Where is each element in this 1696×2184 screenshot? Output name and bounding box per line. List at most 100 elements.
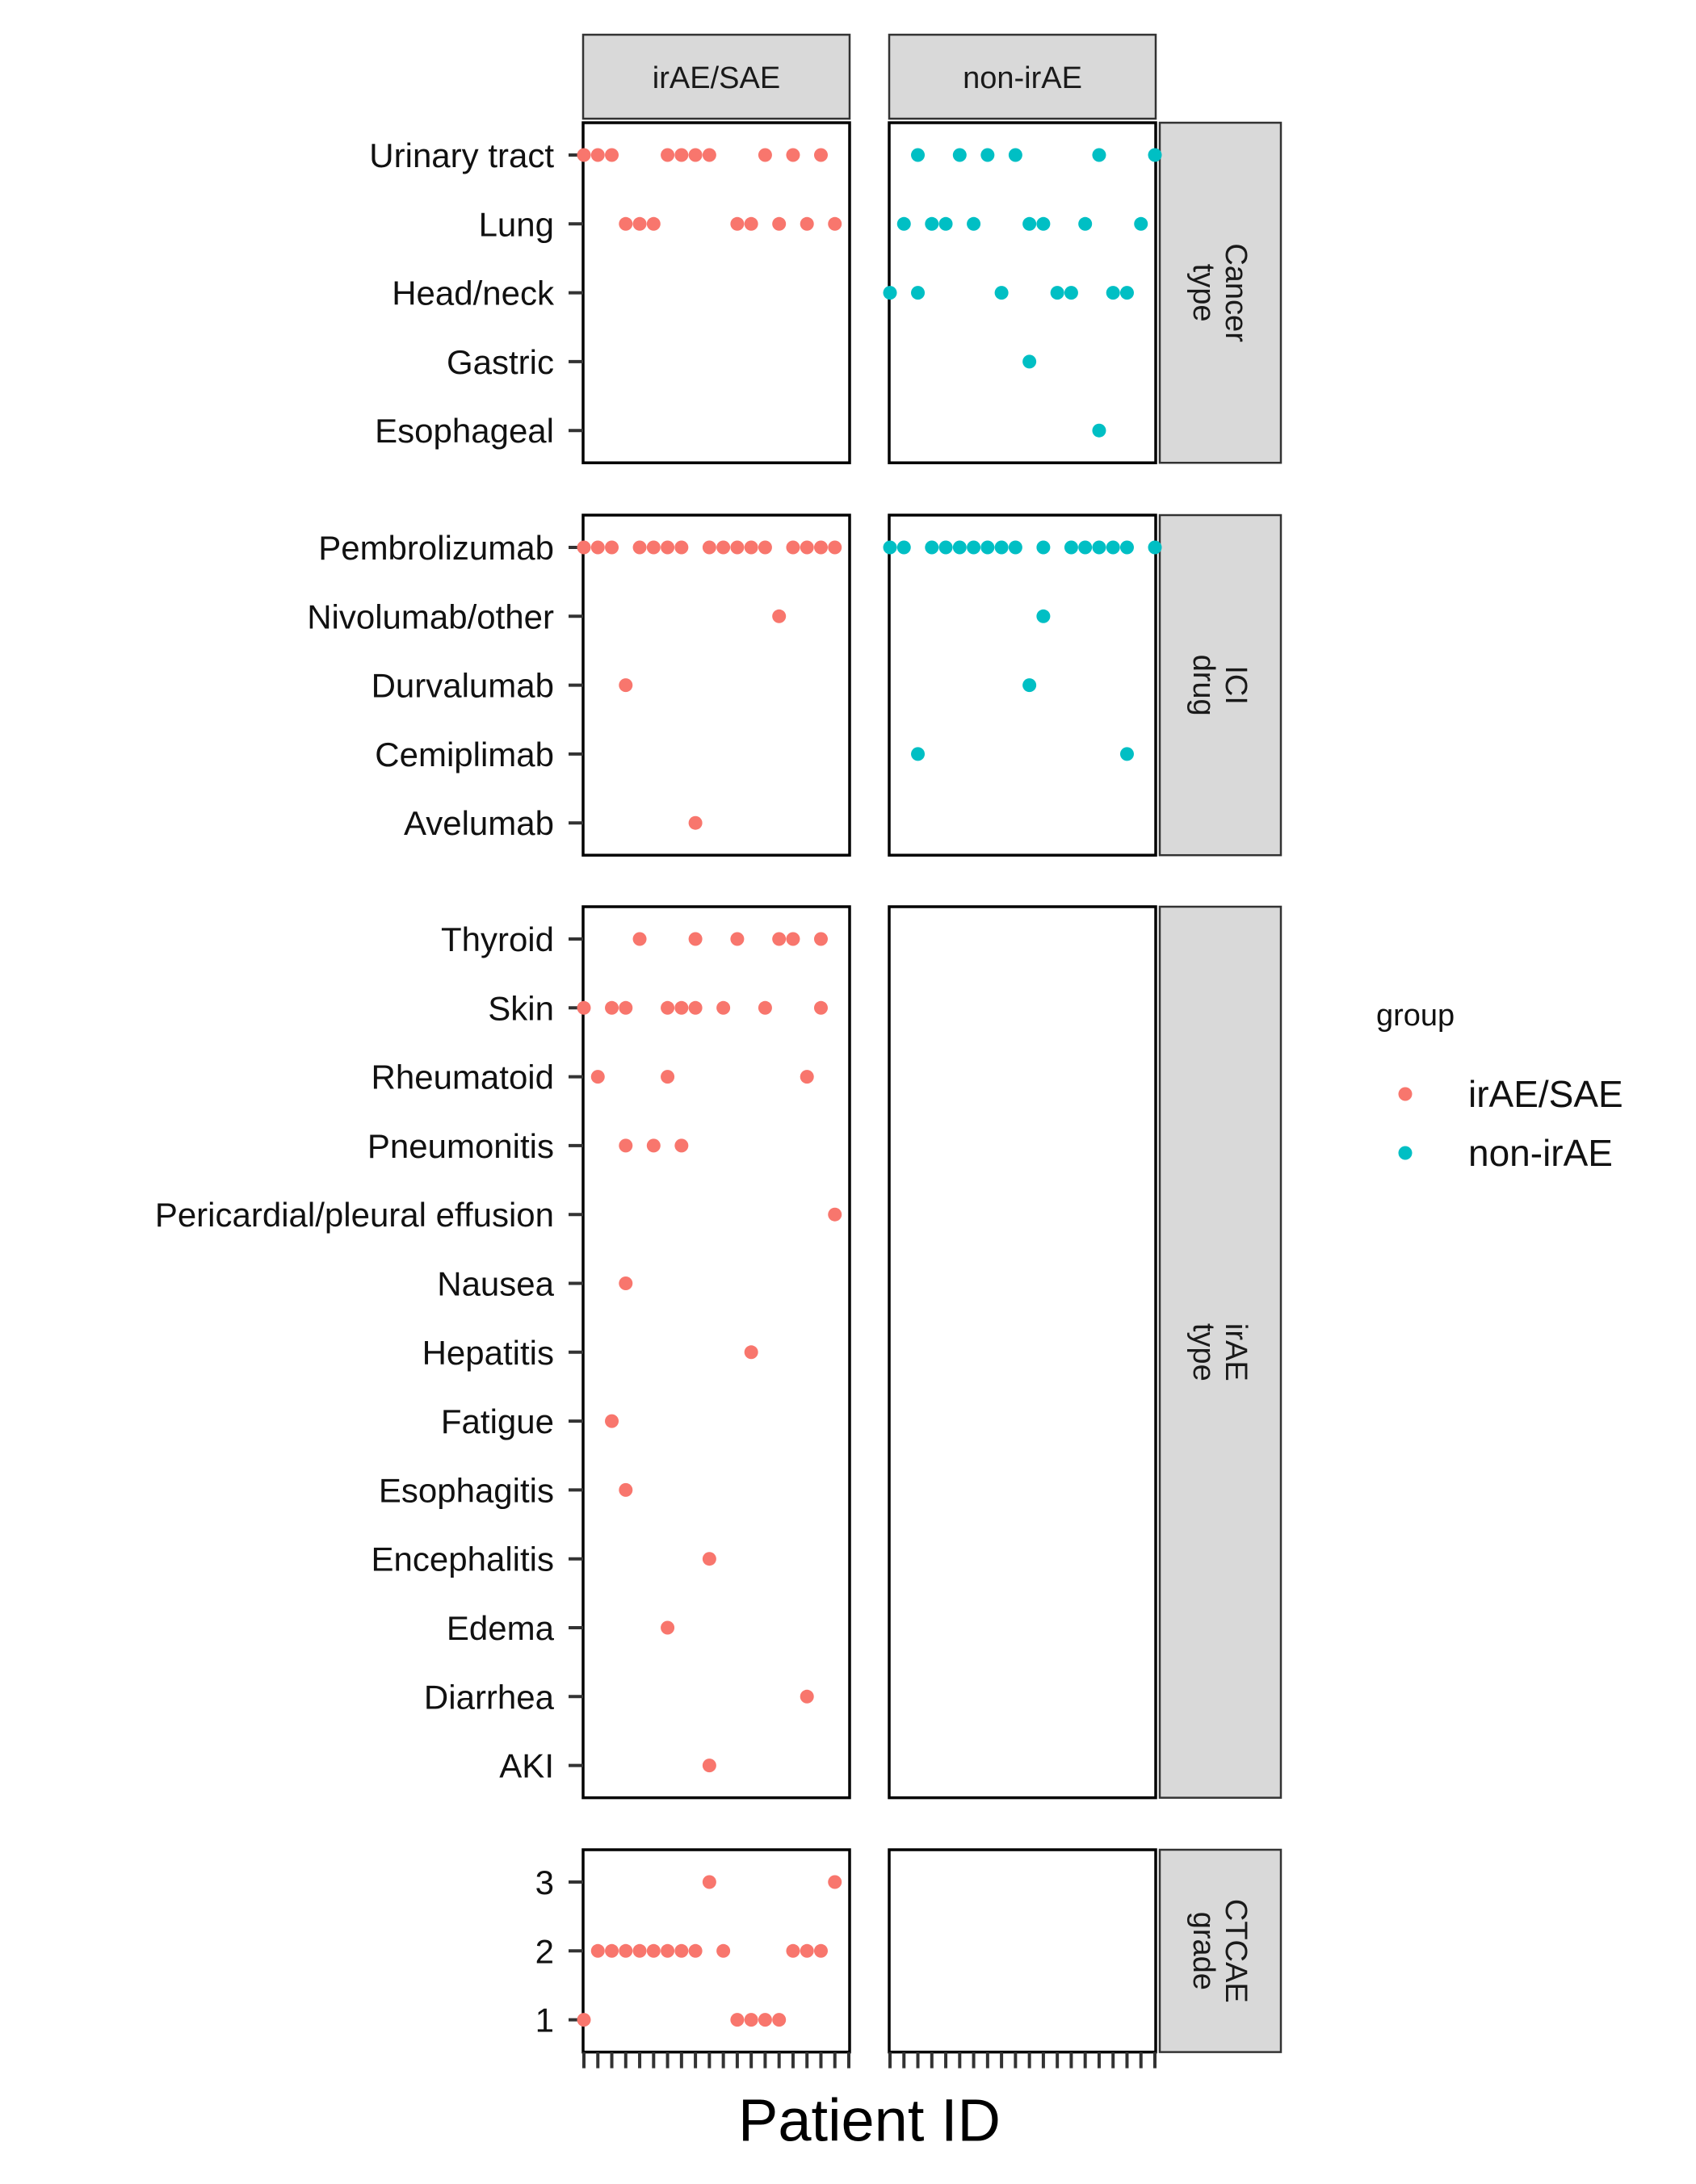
data-point bbox=[813, 148, 828, 162]
data-point bbox=[883, 540, 897, 555]
data-point bbox=[1008, 148, 1022, 162]
data-point bbox=[674, 148, 689, 162]
data-point bbox=[744, 540, 758, 555]
row-strip-label-line: grade bbox=[1186, 1912, 1220, 1990]
data-point bbox=[702, 540, 716, 555]
data-point bbox=[577, 540, 591, 555]
row-strip-label-line: ICI bbox=[1219, 665, 1253, 705]
data-point bbox=[758, 148, 772, 162]
data-point bbox=[813, 1943, 828, 1958]
data-point bbox=[1022, 354, 1037, 369]
data-point bbox=[1064, 286, 1078, 300]
panel-ici-drug-non-irae bbox=[888, 514, 1157, 857]
y-tick-label: Esophagitis bbox=[379, 1471, 554, 1509]
data-point bbox=[1119, 286, 1134, 300]
data-point bbox=[1036, 540, 1051, 555]
data-point bbox=[800, 216, 814, 231]
data-point bbox=[1050, 286, 1064, 300]
column-strip-non-irae bbox=[888, 33, 1157, 120]
y-tick-label: Durvalumab bbox=[372, 667, 554, 705]
row-strip-label: CTCAEgrade bbox=[1186, 1899, 1253, 2003]
data-point bbox=[925, 216, 939, 231]
y-tick-label: Nivolumab/other bbox=[307, 597, 554, 635]
y-tick-label: Rheumatoid bbox=[372, 1058, 554, 1096]
data-point bbox=[758, 2013, 772, 2027]
data-point bbox=[1148, 540, 1162, 555]
data-point bbox=[772, 609, 787, 623]
data-point bbox=[605, 148, 619, 162]
data-point bbox=[1036, 216, 1051, 231]
data-point bbox=[800, 540, 814, 555]
data-point bbox=[590, 1070, 605, 1084]
data-point bbox=[716, 1943, 731, 1958]
data-point bbox=[661, 1943, 675, 1958]
y-tick-label: Esophageal bbox=[375, 412, 554, 450]
data-point bbox=[1008, 540, 1022, 555]
data-point bbox=[1148, 148, 1162, 162]
data-point bbox=[590, 148, 605, 162]
data-point bbox=[1119, 747, 1134, 761]
row-strip-label-line: Cancer bbox=[1219, 243, 1253, 342]
data-point bbox=[938, 540, 953, 555]
data-point bbox=[577, 2013, 591, 2027]
data-point bbox=[632, 540, 647, 555]
data-point bbox=[702, 148, 716, 162]
y-tick-label: Urinary tract bbox=[369, 136, 554, 174]
row-strip-irae-type bbox=[1158, 905, 1282, 1799]
data-point bbox=[619, 1138, 633, 1153]
data-point bbox=[730, 540, 745, 555]
data-point bbox=[632, 932, 647, 946]
data-point bbox=[896, 540, 911, 555]
data-point bbox=[688, 1000, 703, 1015]
data-point bbox=[800, 1070, 814, 1084]
data-point bbox=[938, 216, 953, 231]
data-point bbox=[911, 286, 926, 300]
row-strip-label-line: CTCAE bbox=[1219, 1899, 1253, 2003]
data-point bbox=[828, 540, 842, 555]
data-point bbox=[661, 1070, 675, 1084]
data-point bbox=[619, 1482, 633, 1497]
legend-title: group bbox=[1376, 999, 1455, 1033]
panel-ctcae-grade-non-irae bbox=[888, 1848, 1157, 2054]
data-point bbox=[896, 216, 911, 231]
data-point bbox=[661, 148, 675, 162]
data-point bbox=[758, 540, 772, 555]
data-point bbox=[605, 1000, 619, 1015]
y-tick-label: Edema bbox=[447, 1609, 555, 1647]
data-point bbox=[646, 540, 661, 555]
data-point bbox=[632, 216, 647, 231]
data-point bbox=[1106, 540, 1120, 555]
data-point bbox=[702, 1759, 716, 1773]
data-point bbox=[1078, 216, 1093, 231]
data-point bbox=[632, 1943, 647, 1958]
data-point bbox=[674, 540, 689, 555]
data-point bbox=[577, 1000, 591, 1015]
panel-cancer-type-irae-sae bbox=[581, 121, 851, 464]
row-strip-ici-drug bbox=[1158, 514, 1282, 857]
row-strip-label: irAEtype bbox=[1186, 1323, 1253, 1381]
data-point bbox=[911, 747, 926, 761]
data-point bbox=[1106, 286, 1120, 300]
row-strip-label-line: irAE bbox=[1219, 1323, 1253, 1381]
data-point bbox=[1092, 148, 1106, 162]
y-tick-label: Encephalitis bbox=[372, 1541, 554, 1578]
data-point bbox=[716, 1000, 731, 1015]
y-tick-label: 2 bbox=[535, 1932, 554, 1970]
data-point bbox=[590, 1943, 605, 1958]
row-strip-ctcae-grade bbox=[1158, 1848, 1282, 2053]
data-point bbox=[967, 216, 981, 231]
data-point bbox=[716, 540, 731, 555]
y-tick-label: Cemiplimab bbox=[375, 736, 554, 773]
y-tick-label: 1 bbox=[535, 2002, 554, 2039]
data-point bbox=[1022, 216, 1037, 231]
column-strip-label: non-irAE bbox=[963, 61, 1082, 95]
data-point bbox=[688, 1943, 703, 1958]
data-point bbox=[605, 1943, 619, 1958]
data-point bbox=[952, 540, 967, 555]
y-tick-label: Nausea bbox=[437, 1265, 554, 1303]
y-tick-label: Lung bbox=[479, 205, 554, 243]
data-point bbox=[1119, 540, 1134, 555]
data-point bbox=[619, 1000, 633, 1015]
